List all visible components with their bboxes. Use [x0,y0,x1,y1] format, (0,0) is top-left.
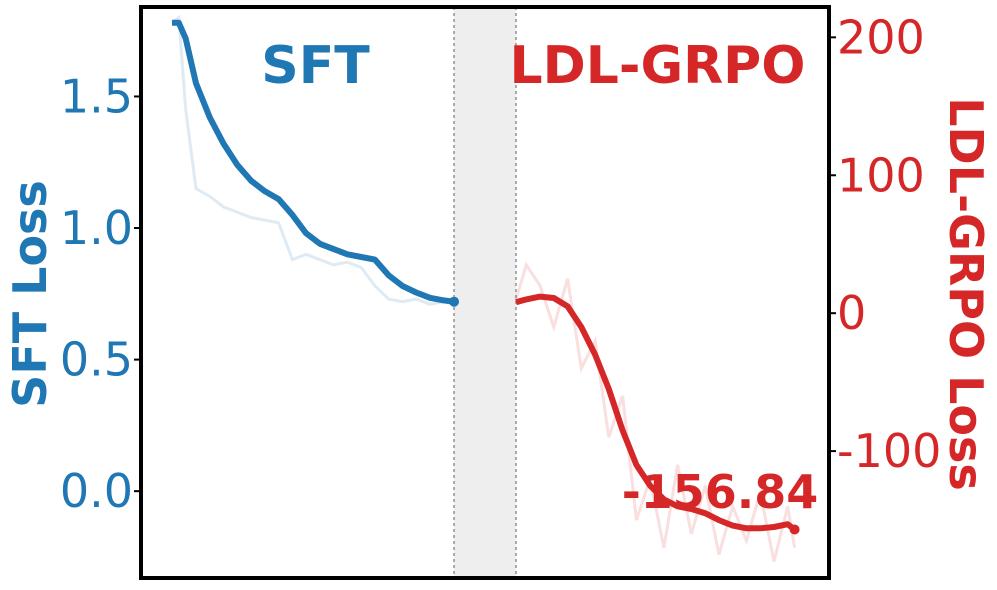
final-value-label: -156.84 [622,465,819,519]
right-tick-label: 0 [837,286,866,340]
sft-raw-line [171,14,455,306]
plot-frame [139,5,831,580]
left-tick-label: 1.0 [60,201,133,255]
left-tick-label: 1.5 [60,69,133,123]
right-tick-label: -100 [837,424,941,478]
sft-smoothed-line [172,19,455,305]
gap-region [454,7,516,578]
phase-label-sft: SFT [261,36,370,96]
sft-end-point [449,296,460,307]
right-tick-label: 100 [837,148,925,202]
right-ticks: -100 0 100 200 [829,10,941,478]
left-axis-label: SFT Loss [3,180,57,408]
left-tick-label: 0.5 [60,333,133,387]
left-ticks: 0.0 0.5 1.0 1.5 [60,69,141,518]
right-axis-label: LDL-GRPO Loss [939,97,993,491]
left-tick-label: 0.0 [60,464,133,518]
phase-label-grpo: LDL-GRPO [509,36,805,96]
right-tick-label: 200 [837,10,925,64]
grpo-smoothed-line [515,293,797,532]
grpo-end-point [789,524,800,535]
